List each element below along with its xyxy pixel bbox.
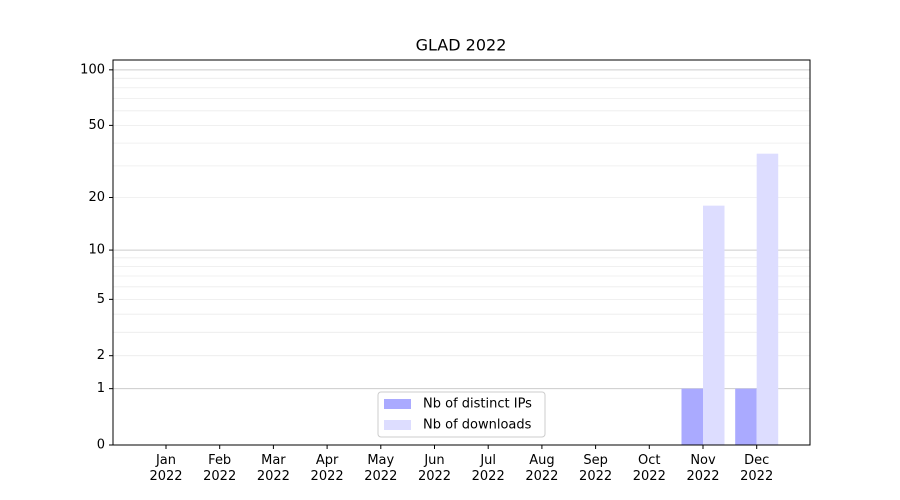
x-tick-label: Dec 2022 [740, 453, 774, 484]
bars [681, 153, 779, 446]
x-tick-label: Jan 2022 [149, 453, 183, 484]
plot-frame [112, 59, 811, 446]
y-tick-label: 100 [80, 62, 105, 77]
x-tick-label: Nov 2022 [686, 453, 720, 484]
x-tick-label: Apr 2022 [310, 453, 344, 484]
x-tick-label: Sep 2022 [579, 453, 613, 484]
y-tick-label: 10 [88, 243, 105, 258]
y-tick-label: 50 [88, 118, 105, 133]
x-tick-label: Aug 2022 [525, 453, 559, 484]
y-tick-label: 0 [97, 438, 105, 453]
bar [681, 388, 703, 445]
chart-title: GLAD 2022 [416, 36, 507, 55]
legend-label: Nb of distinct IPs [423, 397, 532, 412]
bar [756, 153, 779, 446]
y-tick-label: 2 [97, 348, 105, 363]
bar [703, 205, 725, 445]
legend-swatch [384, 420, 411, 430]
x-tick-label: Mar 2022 [256, 453, 290, 484]
x-tick-label: May 2022 [364, 453, 398, 484]
y-tick-label: 1 [97, 381, 105, 396]
x-tick-label: Jun 2022 [417, 453, 452, 484]
legend-box [377, 391, 546, 438]
bar [735, 388, 757, 445]
y-tick-label: 5 [97, 292, 105, 307]
x-tick-label: Jul 2022 [471, 453, 505, 484]
x-tick-label: Oct 2022 [632, 453, 666, 484]
y-tick-label: 20 [88, 190, 105, 205]
x-tick-label: Feb 2022 [203, 453, 237, 484]
legend-swatch [384, 399, 411, 409]
legend-label: Nb of downloads [423, 418, 532, 433]
